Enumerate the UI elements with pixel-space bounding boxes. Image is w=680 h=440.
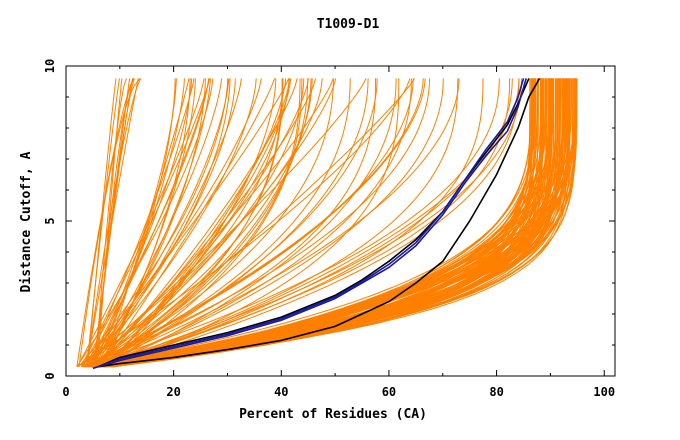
model-curve: [84, 78, 536, 368]
model-curve: [82, 78, 500, 368]
y-tick-label: 0: [43, 372, 57, 379]
model-curve: [83, 78, 376, 368]
model-curve: [102, 78, 535, 368]
model-curve: [95, 78, 290, 368]
model-curve: [81, 78, 290, 368]
model-curve: [90, 78, 571, 368]
model-curve: [93, 78, 459, 368]
y-tick-label: 10: [43, 59, 57, 73]
model-curve: [103, 78, 303, 368]
model-curve: [83, 78, 236, 368]
x-tick-label: 20: [166, 385, 180, 399]
model-curve: [106, 78, 397, 368]
model-curve: [103, 78, 369, 368]
model-curve: [83, 78, 414, 368]
chart-title: T1009-D1: [317, 17, 380, 32]
model-curve: [90, 78, 555, 368]
model-curve: [110, 78, 564, 368]
highlight-curve: [92, 78, 527, 370]
model-curve: [78, 78, 229, 368]
model-curve: [93, 78, 135, 367]
model-curve: [91, 78, 460, 368]
model-curve: [100, 78, 309, 368]
model-curve: [101, 78, 196, 367]
model-curve: [94, 78, 206, 367]
highlight-curve: [98, 78, 525, 368]
model-curve: [80, 78, 211, 367]
model-curve: [100, 78, 276, 367]
model-curve: [77, 78, 205, 367]
model-curve: [93, 78, 547, 368]
model-curve: [87, 78, 193, 367]
model-curve: [100, 78, 444, 368]
x-tick-label: 60: [382, 385, 396, 399]
y-tick-label: 5: [43, 217, 57, 224]
model-curve: [104, 78, 552, 368]
model-curve: [89, 78, 313, 368]
model-curve: [89, 78, 284, 368]
model-curve: [95, 78, 134, 367]
tick-layer: 0 20 40 60 80 100 0 5 10: [43, 59, 615, 399]
model-curve: [99, 78, 378, 368]
model-curve: [90, 78, 305, 368]
model-curve: [87, 78, 117, 367]
x-tick-label: 80: [489, 385, 503, 399]
model-curve: [94, 78, 545, 368]
model-curve: [102, 78, 416, 368]
model-curve: [106, 78, 568, 368]
model-curve: [83, 78, 431, 368]
model-curve: [98, 78, 298, 368]
model-curve: [113, 78, 577, 368]
model-curve: [92, 78, 177, 367]
x-tick-label: 40: [274, 385, 288, 399]
highlight-curve: [97, 78, 530, 368]
model-curve: [96, 78, 291, 368]
model-curve: [98, 78, 412, 368]
model-curve: [102, 78, 190, 367]
model-curve: [95, 78, 484, 368]
model-curve: [88, 78, 571, 368]
x-tick-label: 0: [62, 385, 69, 399]
model-curve: [92, 78, 351, 368]
model-curve: [113, 78, 544, 368]
series-layer: [76, 78, 578, 370]
model-curve: [106, 78, 400, 368]
model-curve: [82, 78, 284, 368]
model-curve: [96, 78, 123, 367]
model-curve: [76, 78, 214, 367]
model-curve: [103, 78, 520, 368]
model-curve: [82, 78, 554, 368]
model-curve: [111, 78, 546, 368]
y-axis-label: Distance Cutoff, A: [19, 151, 34, 292]
highlight-curve: [98, 78, 541, 368]
model-curve: [106, 78, 513, 368]
x-axis-label: Percent of Residues (CA): [239, 407, 427, 422]
x-tick-label: 100: [593, 385, 615, 399]
model-curve: [90, 78, 334, 368]
